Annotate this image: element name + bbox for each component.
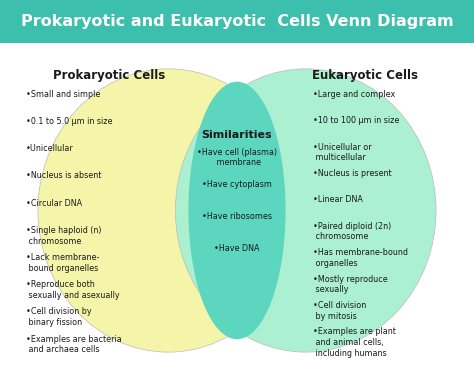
Text: •Unicellular or
 multicellular: •Unicellular or multicellular [313,143,372,162]
Text: •10 to 100 μm in size: •10 to 100 μm in size [313,116,399,125]
Text: •Lack membrane-
 bound organelles: •Lack membrane- bound organelles [26,253,100,273]
Text: •Unicellular: •Unicellular [26,144,74,153]
Text: •0.1 to 5.0 μm in size: •0.1 to 5.0 μm in size [26,117,112,126]
Text: •Have DNA: •Have DNA [214,244,260,253]
Text: Similarities: Similarities [202,130,272,140]
Text: Eukaryotic Cells: Eukaryotic Cells [312,69,418,82]
Text: •Circular DNA: •Circular DNA [26,199,82,208]
Text: •Nucleus is absent: •Nucleus is absent [26,171,101,180]
Text: •Have cytoplasm: •Have cytoplasm [202,180,272,189]
Text: •Linear DNA: •Linear DNA [313,195,363,204]
Text: •Mostly reproduce
 sexually: •Mostly reproduce sexually [313,274,388,294]
Text: •Large and complex: •Large and complex [313,90,395,99]
Text: •Have ribosomes: •Have ribosomes [202,212,272,221]
Text: •Have cell (plasma)
 membrane: •Have cell (plasma) membrane [197,148,277,168]
Text: •Has membrane-bound
 organelles: •Has membrane-bound organelles [313,248,408,268]
Text: •Paired diploid (2n)
 chromosome: •Paired diploid (2n) chromosome [313,222,391,242]
Ellipse shape [175,69,436,352]
Text: Prokaryotic and Eukaryotic  Cells Venn Diagram: Prokaryotic and Eukaryotic Cells Venn Di… [21,14,453,29]
Text: •Examples are bacteria
 and archaea cells: •Examples are bacteria and archaea cells [26,335,122,354]
Text: •Cell division
 by mitosis: •Cell division by mitosis [313,301,366,321]
Ellipse shape [38,69,299,352]
Text: •Reproduce both
 sexually and asexually: •Reproduce both sexually and asexually [26,280,120,300]
Text: •Single haploid (n)
 chromosome: •Single haploid (n) chromosome [26,226,101,246]
Text: •Cell division by
 binary fission: •Cell division by binary fission [26,307,91,327]
Text: •Examples are plant
 and animal cells,
 including humans: •Examples are plant and animal cells, in… [313,327,396,358]
Text: •Nucleus is present: •Nucleus is present [313,169,392,178]
Ellipse shape [188,82,285,339]
Text: Prokaryotic Cells: Prokaryotic Cells [53,69,165,82]
Text: •Small and simple: •Small and simple [26,90,100,99]
